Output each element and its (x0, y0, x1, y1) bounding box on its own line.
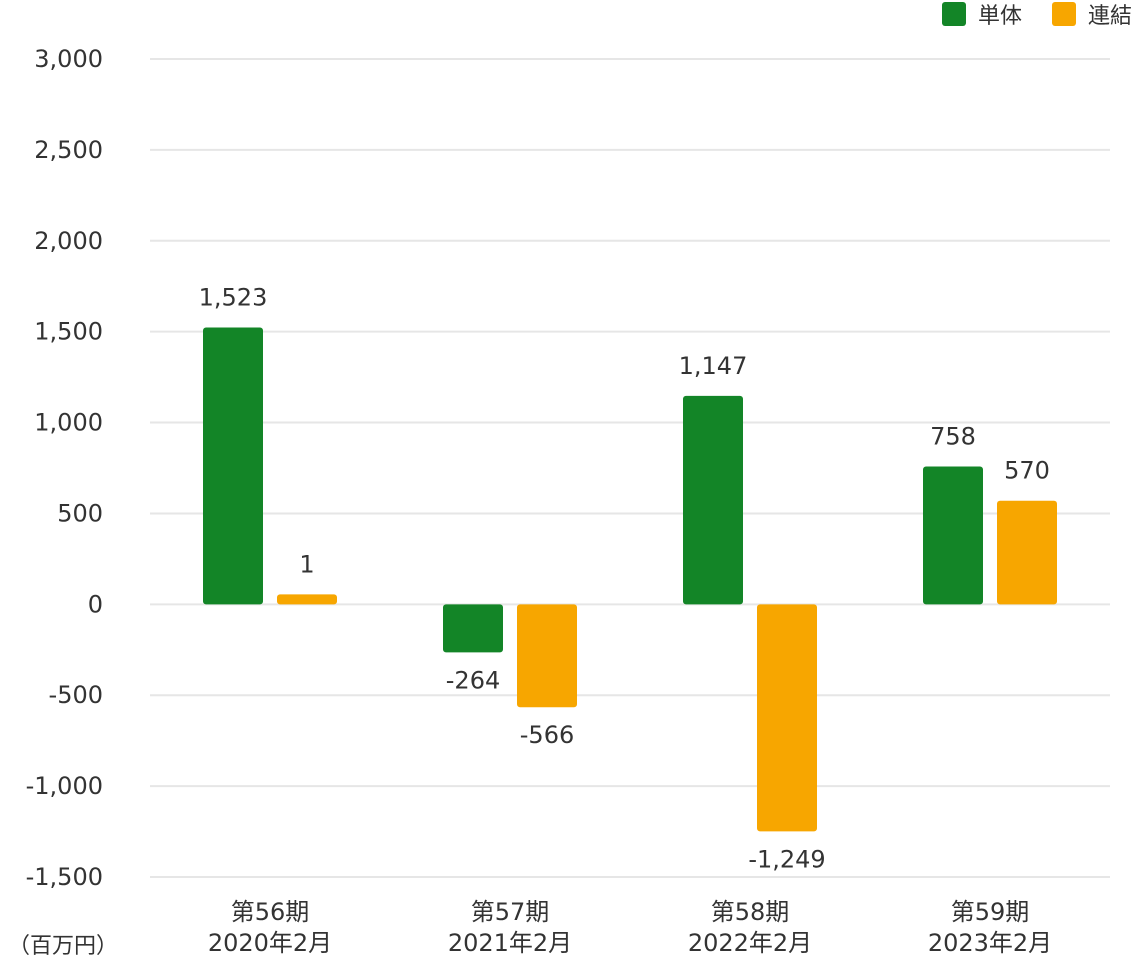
data-label: -1,249 (748, 845, 825, 873)
unit-label: （百万円） (8, 934, 119, 959)
data-label: 1,523 (199, 283, 268, 311)
data-label: -566 (520, 721, 574, 749)
y-tick-label: 2,000 (34, 227, 103, 255)
x-tick-label: 2020年2月 (208, 929, 332, 957)
x-tick-label: 2022年2月 (688, 929, 812, 957)
legend-swatch-series-1 (941, 2, 966, 26)
bar-2 (997, 500, 1057, 605)
legend: 単体 連結 (941, 0, 1132, 30)
y-tick-label: 1,500 (34, 318, 103, 346)
data-label: 570 (1004, 457, 1050, 485)
legend-swatch-series-2 (1051, 2, 1076, 26)
y-tick-label: -500 (49, 681, 103, 709)
bar-1 (443, 604, 503, 653)
x-tick-label: 第59期 (951, 898, 1030, 926)
x-tick-label: 第58期 (711, 898, 790, 926)
y-tick-label: 2,500 (34, 136, 103, 164)
bar-1 (923, 466, 983, 605)
data-label: 758 (930, 423, 976, 451)
legend-item-series-1: 単体 (941, 0, 1022, 30)
legend-label-series-2: 連結 (1087, 4, 1132, 29)
x-tick-label: 第56期 (231, 898, 310, 926)
data-label: 1 (299, 550, 314, 578)
legend-item-series-2: 連結 (1051, 0, 1132, 30)
y-tick-label: 0 (88, 590, 103, 618)
y-tick-label: 3,000 (34, 45, 103, 73)
data-label: 1,147 (679, 352, 748, 380)
bar-1 (683, 395, 743, 605)
y-tick-label: -1,000 (26, 772, 103, 800)
bar-2 (757, 604, 817, 832)
bar-2 (277, 594, 337, 605)
y-tick-label: -1,500 (26, 863, 103, 891)
y-tick-label: 500 (57, 499, 103, 527)
bar-1 (203, 327, 263, 605)
bar-2 (517, 604, 577, 708)
x-tick-label: 2023年2月 (928, 929, 1052, 957)
x-tick-label: 第57期 (471, 898, 550, 926)
x-tick-label: 2021年2月 (448, 929, 572, 957)
legend-label-series-1: 単体 (977, 4, 1022, 29)
y-tick-label: 1,000 (34, 409, 103, 437)
data-label: -264 (446, 666, 500, 694)
